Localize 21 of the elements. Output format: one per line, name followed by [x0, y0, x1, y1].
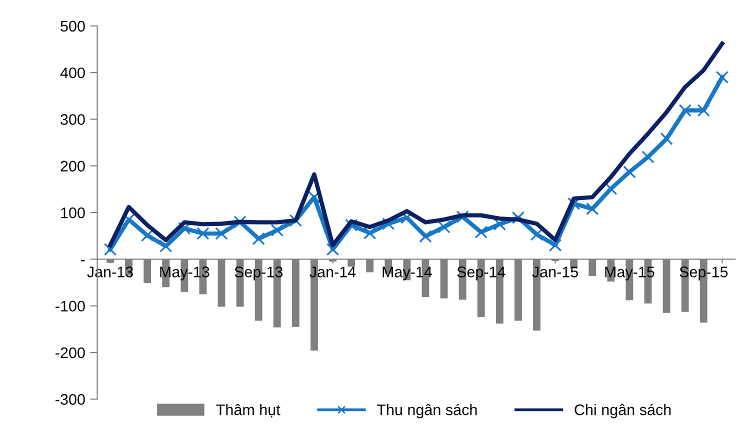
y-tick-label: - [81, 260, 85, 262]
y-tick-label: -200 [56, 347, 85, 358]
x-tick-label: May-13 [160, 266, 210, 280]
x-tick-label: Sep-13 [234, 266, 283, 280]
y-tick-label: -300 [56, 394, 85, 405]
y-tick-label: 400 [60, 67, 85, 78]
x-tick-label: Jan-14 [310, 266, 356, 278]
x-tick-label: Sep-14 [457, 266, 506, 280]
y-tick-label: 100 [61, 207, 85, 218]
legend-label: Chi ngân sách [574, 404, 671, 418]
y-tick-label: -100 [56, 300, 85, 312]
legend-label: Thâm hụt [216, 404, 280, 418]
x-tick-label: Jan-13 [87, 266, 133, 278]
x-tick-label: Sep-15 [680, 266, 728, 280]
y-tick-label: 500 [60, 20, 85, 32]
legend-label: Thu ngân sách [376, 404, 477, 418]
y-tick-label: 200 [60, 160, 85, 172]
x-tick-label: May-15 [605, 266, 654, 280]
x-tick-label: May-14 [382, 266, 432, 280]
y-tick-label: 300 [60, 114, 85, 125]
x-tick-label: Jan-15 [532, 266, 578, 278]
